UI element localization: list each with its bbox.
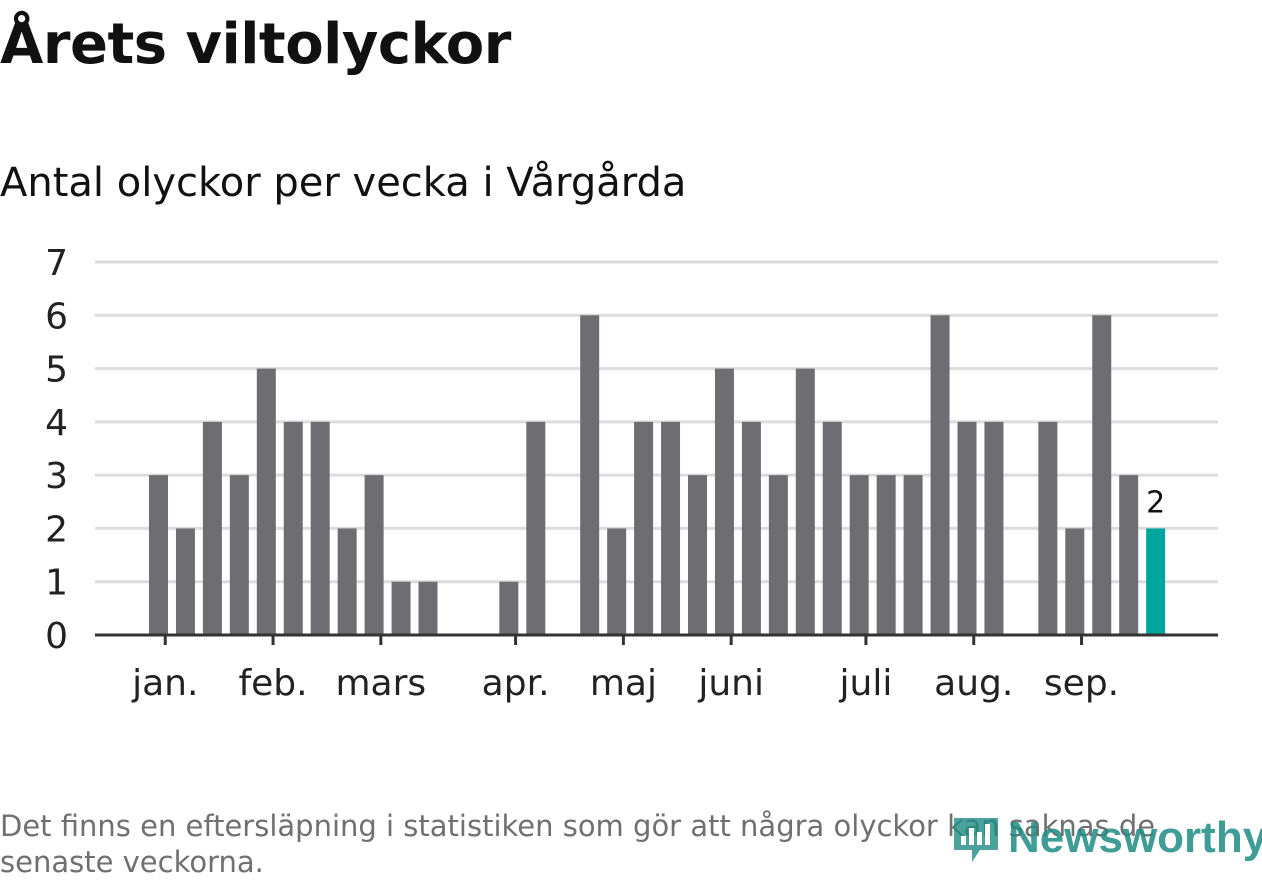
bar — [822, 421, 842, 635]
newsworthy-logo: Newsworthy — [950, 812, 1262, 864]
bar — [741, 421, 761, 635]
bar — [418, 581, 438, 635]
bar — [634, 421, 654, 635]
x-tick-label: jan. — [131, 663, 198, 704]
bar — [1092, 315, 1112, 635]
x-tick-label: feb. — [238, 663, 307, 704]
logo-text: Newsworthy — [1008, 813, 1262, 862]
bar — [795, 368, 815, 635]
data-label: 2 — [1146, 485, 1165, 520]
bar-chart: 2 0 1 2 3 4 5 6 7 jan. feb. mars apr. maj juni juli aug… — [45, 243, 1218, 704]
bar — [229, 475, 249, 635]
axes: 0 1 2 3 4 5 6 7 jan. feb. mars apr. maj juni juli aug. s… — [45, 243, 1218, 704]
bar — [256, 368, 276, 635]
bar — [661, 421, 681, 635]
bar — [876, 475, 896, 635]
bar — [849, 475, 869, 635]
chart-title: Årets viltolyckor — [0, 12, 511, 77]
y-tick-label: 3 — [45, 456, 68, 497]
bar — [984, 421, 1004, 635]
bar — [1065, 528, 1085, 635]
bars: 2 — [149, 315, 1165, 635]
x-tick-label: apr. — [482, 663, 550, 704]
x-tick-label: juli — [839, 663, 893, 704]
chart-subtitle: Antal olyckor per vecka i Vårgårda — [0, 160, 687, 206]
bar — [930, 315, 950, 635]
y-tick-label: 7 — [45, 243, 68, 284]
bar — [526, 421, 546, 635]
bar — [149, 475, 168, 635]
bar — [957, 421, 977, 635]
bar — [310, 421, 330, 635]
x-tick-label: aug. — [934, 663, 1013, 704]
bar — [1038, 421, 1058, 635]
x-tick-label: juni — [697, 663, 764, 704]
y-tick-label: 2 — [45, 509, 68, 550]
x-tick-label: sep. — [1044, 663, 1119, 704]
bar — [688, 475, 707, 635]
bar — [337, 528, 357, 635]
bar — [391, 581, 411, 635]
bar-chart-icon — [954, 818, 998, 862]
bar — [768, 475, 788, 635]
bar — [1119, 475, 1139, 635]
y-tick-label: 4 — [45, 403, 68, 444]
bar — [714, 368, 734, 635]
bar — [607, 528, 627, 635]
bar — [903, 475, 923, 635]
bar — [283, 421, 303, 635]
bar — [202, 421, 222, 635]
grid-lines — [95, 260, 1218, 584]
x-tick-label: mars — [335, 663, 426, 704]
bar — [364, 475, 384, 635]
x-tick-label: maj — [590, 663, 657, 704]
bar — [499, 581, 519, 635]
bar — [175, 528, 195, 635]
y-tick-label: 0 — [45, 616, 68, 657]
bar-highlight — [1146, 528, 1166, 635]
y-tick-label: 6 — [45, 296, 68, 337]
y-tick-label: 5 — [45, 350, 68, 391]
bar — [580, 315, 600, 635]
y-tick-label: 1 — [45, 563, 68, 604]
